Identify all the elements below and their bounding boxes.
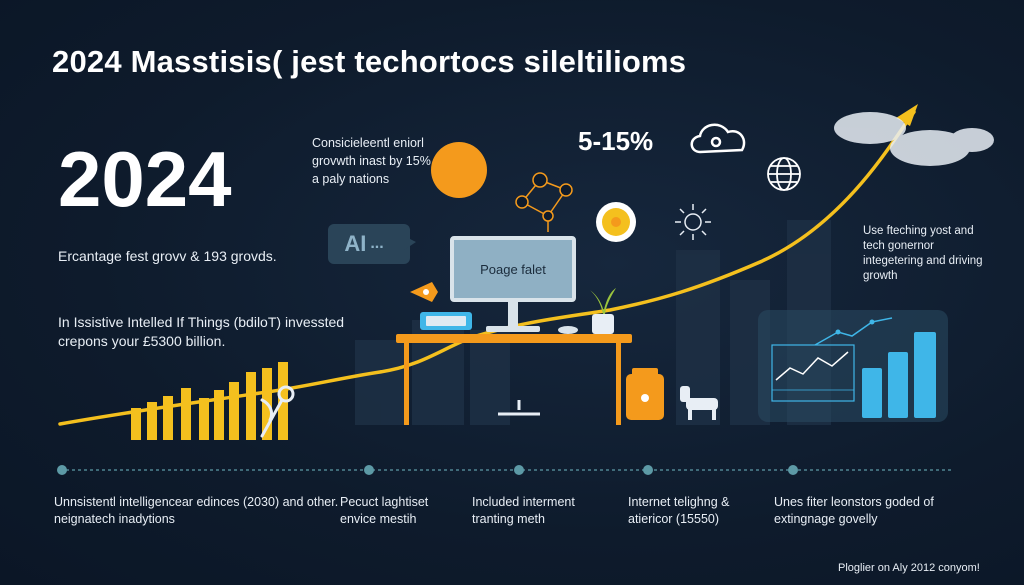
yellow-bar: [181, 388, 191, 440]
timeline-dot: [643, 465, 653, 475]
consideration-text: Consicieleentl eniorl grovwth inast by 1…: [312, 136, 431, 186]
network-icon: [515, 172, 573, 232]
yellow-bar: [199, 398, 209, 440]
right-note: Use fteching yost and tech gonernor inte…: [863, 225, 983, 282]
globe-icon: [767, 157, 801, 191]
yellow-bar: [131, 408, 141, 440]
monitor-screen: Poage falet: [450, 236, 576, 302]
yellow-bar: [147, 402, 157, 440]
yellow-bar: [163, 396, 173, 440]
timeline-label-1: Unnsistentl intelligencear edinces (2030…: [54, 495, 339, 526]
timeline-label-4: Internet teligh​ng & atiericor (15550): [628, 495, 730, 526]
tag-icon: [410, 282, 438, 302]
lightbulb-icon: [596, 202, 636, 242]
timeline-dot: [57, 465, 67, 475]
yellow-bar: [229, 382, 239, 440]
bg-bar: [355, 340, 405, 425]
trash-can-icon: [626, 368, 664, 420]
timeline-label-3: Included interment tranting meth: [472, 495, 575, 526]
headline: 2024 Masstisis( jest techortocs sileltil…: [52, 44, 687, 79]
desk: [396, 334, 632, 425]
dashboard-bar: [862, 368, 882, 418]
growth-subtitle: Ercantage fest grovv & 193 grovds.: [58, 248, 277, 264]
ai-bubble-tail: [404, 236, 416, 250]
timeline-dot: [788, 465, 798, 475]
bg-bar: [470, 330, 510, 425]
investment-paragraph: In Issistive Intelled If Things (bdiloT)…: [58, 314, 345, 349]
cloud-icon: [690, 123, 746, 154]
ai-chat-bubble: AI ...: [328, 224, 410, 264]
dashboard-trend-line: [814, 317, 893, 346]
sun-icon: [431, 142, 487, 198]
timeline-dot: [514, 465, 524, 475]
dashboard-bar: [888, 352, 908, 418]
year-title: 2024: [58, 135, 232, 223]
dashboard-bar: [914, 332, 936, 418]
footer-credit: Ploglier on Aly 2012 conyom!: [838, 562, 980, 574]
timeline-dot: [364, 465, 374, 475]
gear-icon: [675, 204, 711, 240]
plant-icon: [590, 288, 616, 334]
mouse: [558, 326, 578, 334]
monitor-stand: [508, 302, 518, 328]
ai-dots: ...: [370, 235, 384, 252]
cloud-decoration: [834, 112, 994, 166]
timeline-label-2: Pecuct laghtiset envice mestih: [340, 495, 429, 526]
yellow-bar: [214, 390, 224, 440]
ai-label: AI: [344, 231, 367, 256]
yellow-bar: [246, 372, 256, 440]
chair: [498, 400, 540, 416]
wrench-icon: [260, 385, 295, 438]
dashboard-bars: [862, 332, 936, 418]
growth-line: [58, 110, 916, 426]
robot-dog-icon: [680, 386, 718, 420]
percent-range: 5-15%: [578, 126, 654, 156]
dashboard-line-chart: [771, 344, 855, 402]
timeline-label-5: Unes fiter leonstors goded of extingnage…: [774, 495, 934, 526]
